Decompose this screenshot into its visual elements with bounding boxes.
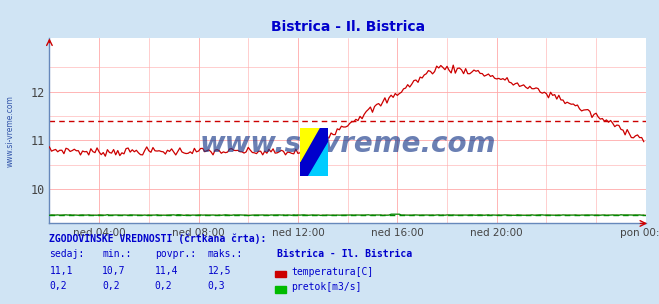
Text: 12,5: 12,5 (208, 266, 231, 276)
Text: 11,1: 11,1 (49, 266, 73, 276)
Text: ZGODOVINSKE VREDNOSTI (črtkana črta):: ZGODOVINSKE VREDNOSTI (črtkana črta): (49, 233, 267, 244)
Text: 0,2: 0,2 (49, 282, 67, 292)
Polygon shape (308, 142, 328, 176)
Text: temperatura[C]: temperatura[C] (291, 267, 374, 277)
Text: min.:: min.: (102, 249, 132, 259)
Text: www.si-vreme.com: www.si-vreme.com (200, 130, 496, 158)
Text: 0,2: 0,2 (102, 282, 120, 292)
Text: 11,4: 11,4 (155, 266, 179, 276)
Text: www.si-vreme.com: www.si-vreme.com (5, 95, 14, 167)
Polygon shape (300, 128, 319, 162)
Text: sedaj:: sedaj: (49, 249, 84, 259)
Text: 10,7: 10,7 (102, 266, 126, 276)
Text: pretok[m3/s]: pretok[m3/s] (291, 282, 362, 292)
Text: povpr.:: povpr.: (155, 249, 196, 259)
Text: 0,2: 0,2 (155, 282, 173, 292)
Title: Bistrica - Il. Bistrica: Bistrica - Il. Bistrica (271, 20, 424, 34)
Text: 0,3: 0,3 (208, 282, 225, 292)
Text: Bistrica - Il. Bistrica: Bistrica - Il. Bistrica (277, 249, 412, 259)
Text: maks.:: maks.: (208, 249, 243, 259)
